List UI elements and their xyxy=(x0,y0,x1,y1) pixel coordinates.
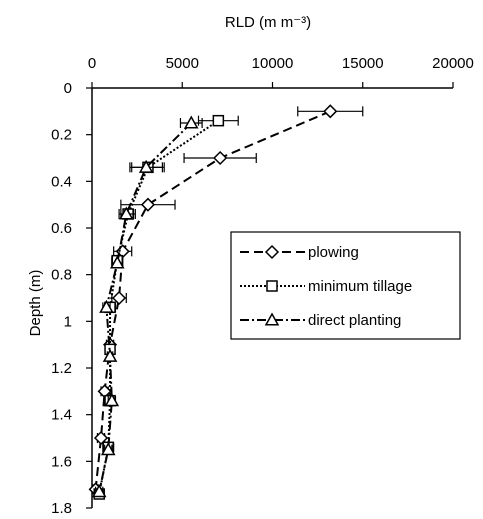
data-point xyxy=(93,430,109,446)
legend-entry: plowing xyxy=(240,244,359,261)
data-point xyxy=(112,290,127,306)
x-tick-label: 5000 xyxy=(166,55,199,72)
series-line xyxy=(98,119,219,495)
legend-marker xyxy=(266,280,278,292)
legend-entry: direct planting xyxy=(240,312,401,329)
y-tick-label: 0.6 xyxy=(51,220,72,237)
data-point xyxy=(100,442,116,456)
y-tick-label: 0.2 xyxy=(51,127,72,144)
legend-label: plowing xyxy=(308,244,359,261)
data-point xyxy=(213,150,228,166)
legend-marker xyxy=(264,244,280,260)
data-point xyxy=(104,393,120,407)
y-tick-label: 0.8 xyxy=(51,267,72,284)
x-axis-title: RLD (m m⁻³) xyxy=(225,14,311,31)
series-direct-planting xyxy=(91,115,203,498)
legend-entry: minimum tillage xyxy=(240,278,412,295)
y-tick-label: 1 xyxy=(64,313,72,330)
x-tick-label: 10000 xyxy=(252,55,294,72)
axes: 0 5000 10000 15000 20000 0 0.2 0.4 0.6 0.8 1 1.2 1.4… xyxy=(51,55,474,517)
data-point xyxy=(119,206,134,220)
y-tick-label: 1.8 xyxy=(51,500,72,517)
data-point xyxy=(109,255,125,269)
data-point xyxy=(212,114,225,127)
y-tick-label: 1.6 xyxy=(51,453,72,470)
series-layer xyxy=(88,104,364,500)
legend-label: minimum tillage xyxy=(308,278,412,295)
y-tick-label: 1.4 xyxy=(51,407,72,424)
y-axis-title: Depth (m) xyxy=(27,270,44,337)
data-point xyxy=(184,115,199,129)
data-point xyxy=(140,197,156,212)
y-tick-label: 0.4 xyxy=(51,173,72,190)
data-point xyxy=(91,484,107,498)
legend-label: direct planting xyxy=(308,312,401,329)
series-line xyxy=(94,110,331,490)
series-minimum-tillage xyxy=(93,114,239,500)
x-tick-label: 15000 xyxy=(342,55,384,72)
legend: plowing minimum tillage direct planting xyxy=(230,231,461,340)
x-tick-label: 20000 xyxy=(432,55,474,72)
data-point xyxy=(99,299,114,313)
data-point xyxy=(138,159,154,173)
x-tick-label: 0 xyxy=(88,55,96,72)
legend-marker xyxy=(264,312,280,326)
y-tick-label: 0 xyxy=(64,80,72,97)
data-point xyxy=(323,104,338,119)
y-tick-label: 1.2 xyxy=(51,360,72,377)
data-point xyxy=(102,348,118,362)
